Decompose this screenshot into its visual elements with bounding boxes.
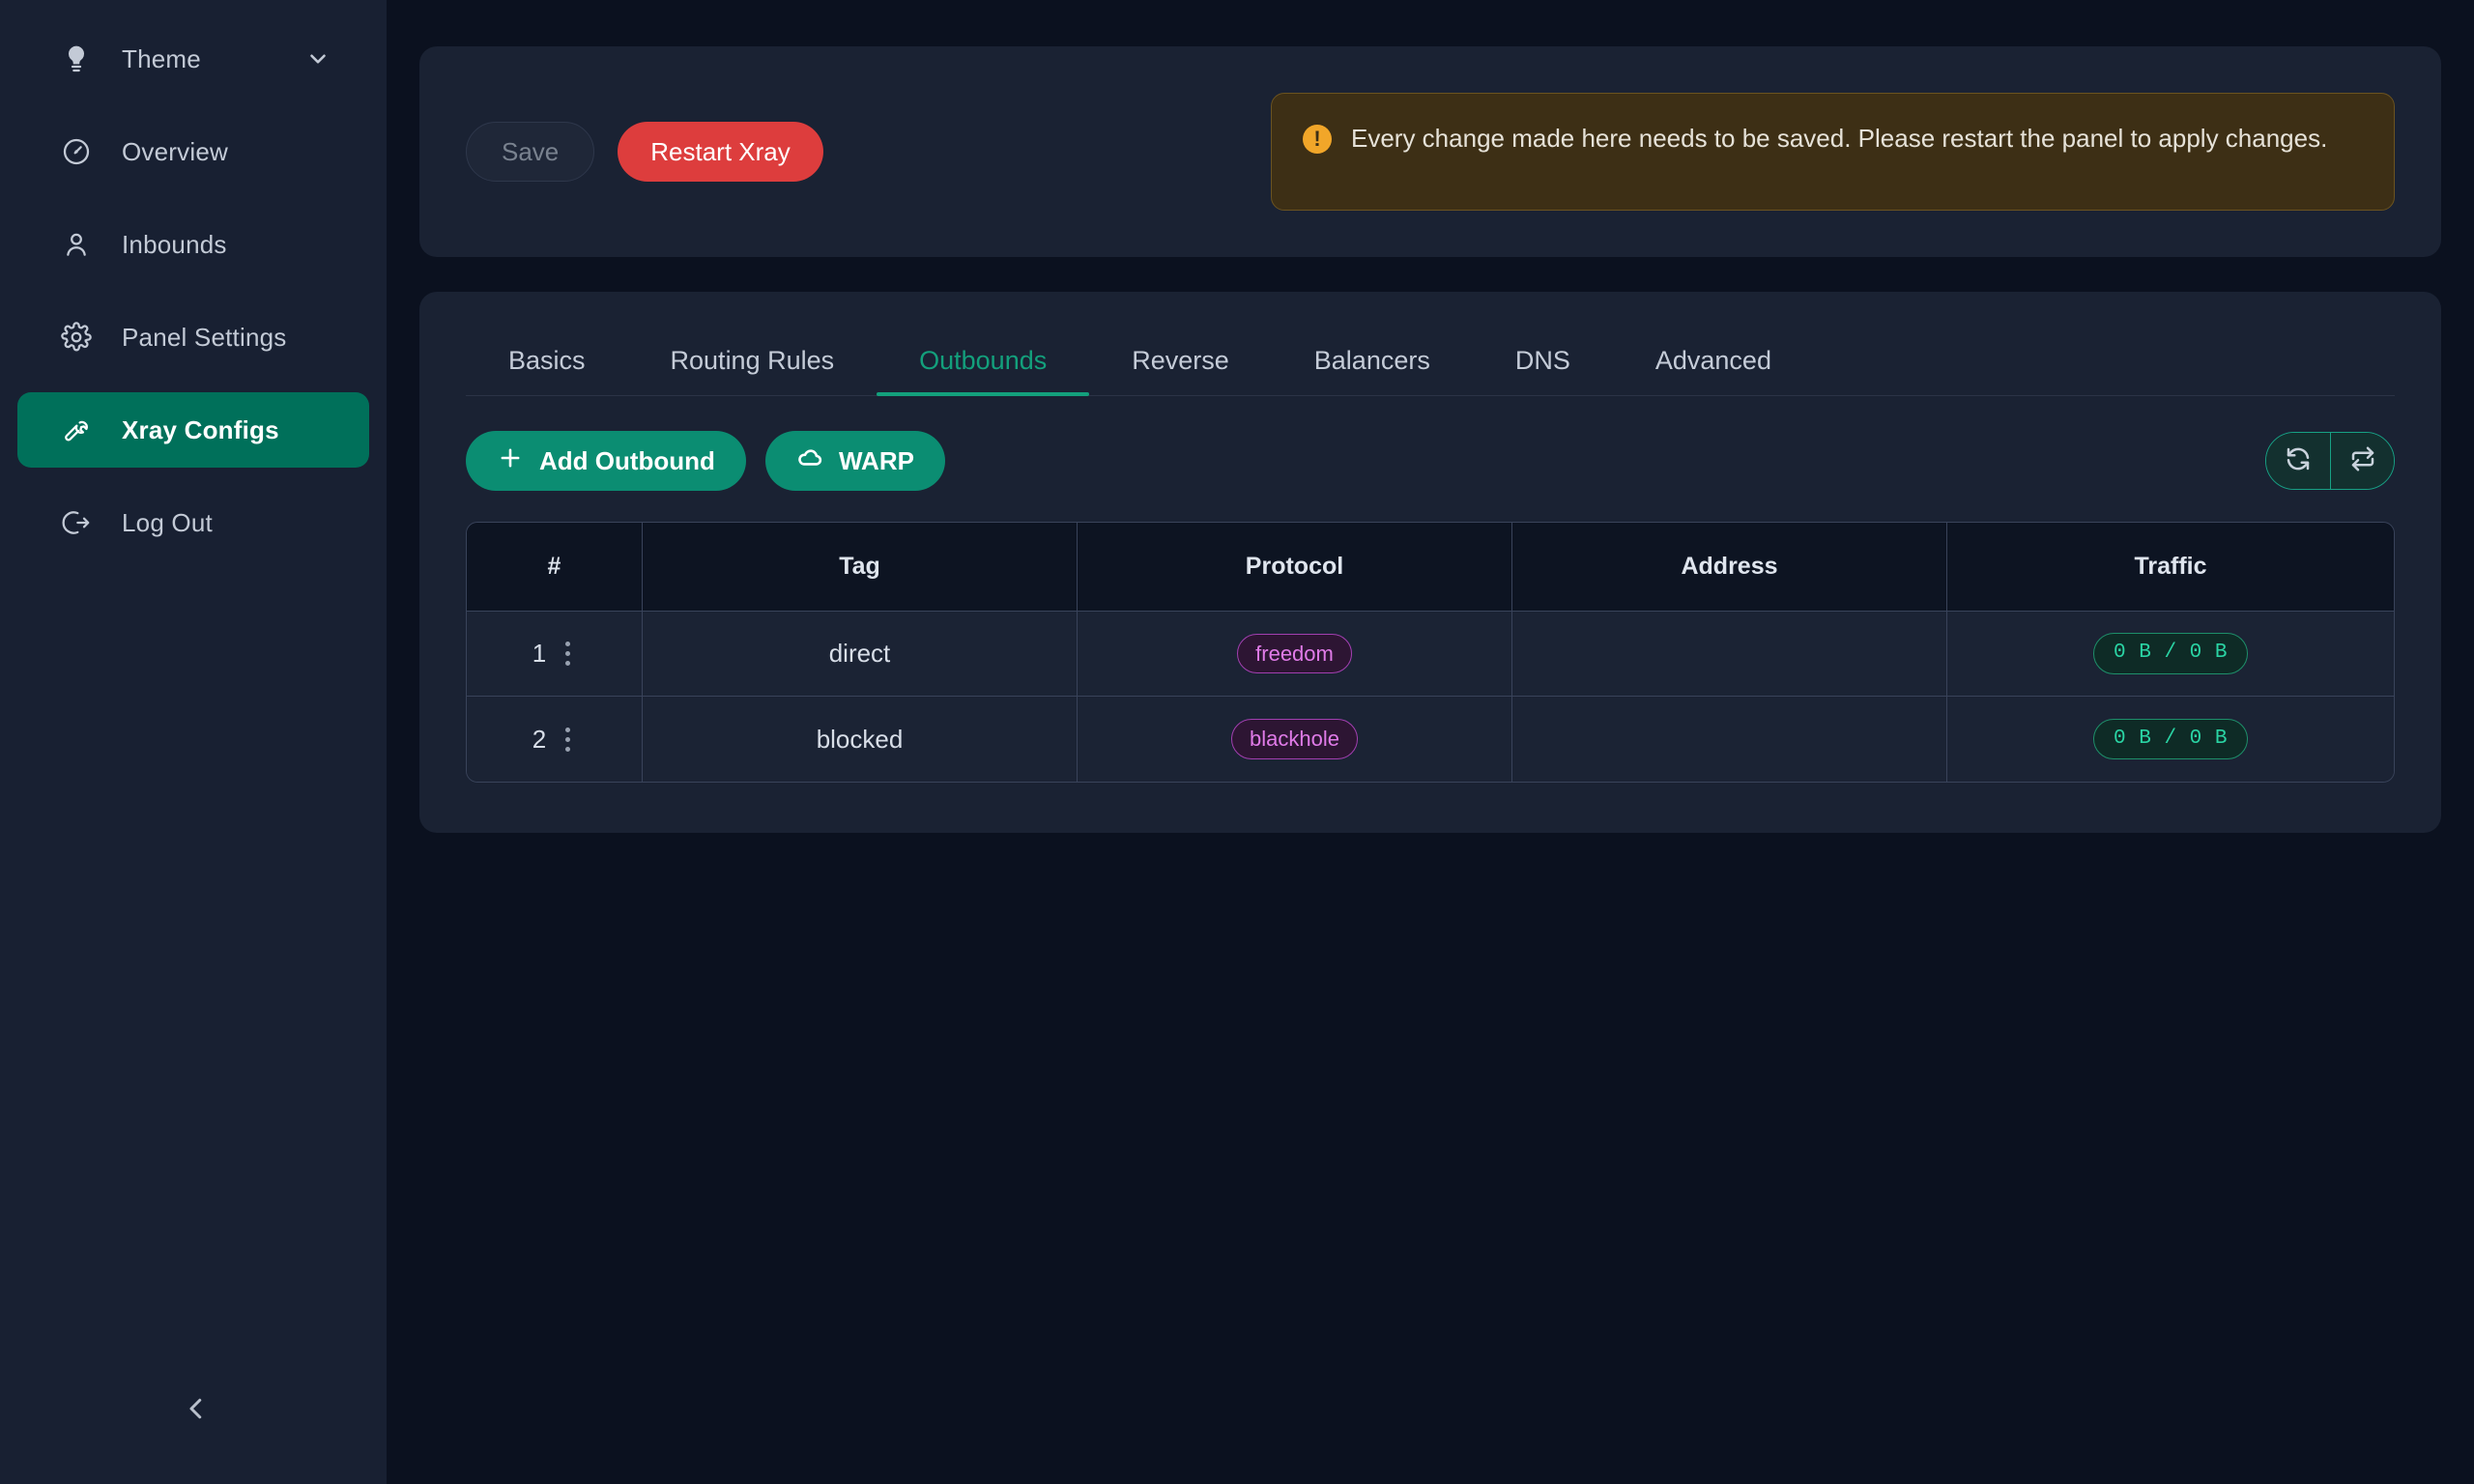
sidebar-spacer: [0, 189, 387, 207]
plus-icon: [497, 444, 524, 478]
row-protocol-cell: blackhole: [1078, 697, 1512, 782]
sidebar-spacer: [0, 375, 387, 392]
sidebar-item-panel-settings[interactable]: Panel Settings: [17, 300, 369, 375]
speedometer-icon: [60, 135, 93, 168]
main-content: Save Restart Xray ! Every change made he…: [387, 0, 2474, 1484]
row-menu-icon[interactable]: [560, 638, 576, 670]
table-body: 1 direct freedom 0 B / 0 B: [467, 612, 2394, 782]
row-traffic-cell: 0 B / 0 B: [1947, 612, 2394, 697]
row-index: 1: [532, 639, 547, 668]
row-tag: direct: [643, 612, 1078, 697]
tab-routing-rules[interactable]: Routing Rules: [670, 346, 835, 375]
sidebar-item-inbounds[interactable]: Inbounds: [17, 207, 369, 282]
traffic-badge: 0 B / 0 B: [2093, 718, 2248, 760]
column-header-tag[interactable]: Tag: [643, 523, 1078, 612]
sidebar-item-log-out[interactable]: Log Out: [17, 485, 369, 560]
tab-advanced[interactable]: Advanced: [1654, 346, 1771, 375]
logout-icon: [60, 506, 93, 539]
table-row[interactable]: 1 direct freedom 0 B / 0 B: [467, 612, 2394, 697]
save-warning-alert: ! Every change made here needs to be sav…: [1271, 93, 2395, 211]
table-view-toggle-group: [2265, 432, 2395, 490]
refresh-icon: [2284, 444, 2313, 478]
sidebar-item-label: Log Out: [122, 507, 213, 537]
row-traffic-cell: 0 B / 0 B: [1947, 697, 2394, 782]
sidebar-item-theme[interactable]: Theme: [17, 21, 369, 97]
sidebar-item-label: Theme: [122, 43, 201, 73]
row-index-cell: 2: [467, 697, 643, 782]
config-tabs: Basics Routing Rules Outbounds Reverse B…: [466, 330, 2395, 396]
sidebar: Theme Overview Inbounds Panel Settings X…: [0, 0, 387, 1484]
warning-icon: !: [1303, 125, 1332, 154]
cloud-icon: [796, 444, 823, 478]
wrench-icon: [60, 414, 93, 446]
row-index-cell: 1: [467, 612, 643, 697]
sidebar-spacer: [0, 282, 387, 300]
column-header-traffic[interactable]: Traffic: [1947, 523, 2394, 612]
sidebar-item-xray-configs[interactable]: Xray Configs: [17, 392, 369, 468]
warp-button[interactable]: WARP: [764, 431, 945, 491]
repeat-button[interactable]: [2330, 433, 2394, 489]
tab-reverse[interactable]: Reverse: [1132, 346, 1229, 375]
warp-label: WARP: [838, 445, 914, 475]
sidebar-item-label: Inbounds: [122, 229, 227, 259]
protocol-badge: blackhole: [1231, 719, 1358, 759]
row-menu-icon[interactable]: [560, 724, 576, 756]
column-header-index[interactable]: #: [467, 523, 643, 612]
sidebar-item-label: Overview: [122, 136, 228, 166]
tab-balancers[interactable]: Balancers: [1313, 346, 1430, 375]
save-button[interactable]: Save: [466, 122, 595, 182]
table-header-row: # Tag Protocol Address Traffic: [467, 523, 2394, 612]
table-row[interactable]: 2 blocked blackhole 0 B / 0 B: [467, 697, 2394, 782]
sidebar-item-overview[interactable]: Overview: [17, 114, 369, 189]
chevron-down-icon[interactable]: [305, 46, 331, 71]
outbounds-table: # Tag Protocol Address Traffic 1 direct: [466, 522, 2395, 783]
row-protocol-cell: freedom: [1078, 612, 1512, 697]
user-icon: [60, 228, 93, 261]
sidebar-collapse-button[interactable]: [169, 1384, 223, 1438]
gear-icon: [60, 321, 93, 354]
row-index: 2: [532, 724, 547, 754]
add-outbound-button[interactable]: Add Outbound: [466, 431, 746, 491]
sidebar-item-label: Xray Configs: [122, 414, 279, 444]
alert-message: Every change made here needs to be saved…: [1351, 124, 2328, 153]
tab-basics[interactable]: Basics: [508, 346, 586, 375]
tab-dns[interactable]: DNS: [1514, 346, 1570, 375]
row-tag: blocked: [643, 697, 1078, 782]
row-address: [1512, 697, 1947, 782]
refresh-button[interactable]: [2266, 433, 2330, 489]
lightbulb-icon: [60, 43, 93, 75]
table-header: # Tag Protocol Address Traffic: [467, 523, 2394, 612]
protocol-badge: freedom: [1237, 633, 1352, 674]
column-header-address[interactable]: Address: [1512, 523, 1947, 612]
row-address: [1512, 612, 1947, 697]
tab-outbounds[interactable]: Outbounds: [877, 330, 1090, 396]
sidebar-item-label: Panel Settings: [122, 322, 287, 352]
action-bar-card: Save Restart Xray ! Every change made he…: [419, 46, 2441, 257]
outbounds-toolbar: Add Outbound WARP: [466, 431, 2395, 491]
sidebar-spacer: [0, 97, 387, 114]
add-outbound-label: Add Outbound: [539, 445, 715, 475]
sidebar-spacer: [0, 468, 387, 485]
xray-configs-card: Basics Routing Rules Outbounds Reverse B…: [419, 292, 2441, 833]
chevron-left-icon: [182, 1394, 211, 1428]
repeat-icon: [2348, 444, 2377, 478]
restart-xray-button[interactable]: Restart Xray: [618, 122, 823, 182]
traffic-badge: 0 B / 0 B: [2093, 633, 2248, 674]
column-header-protocol[interactable]: Protocol: [1078, 523, 1512, 612]
